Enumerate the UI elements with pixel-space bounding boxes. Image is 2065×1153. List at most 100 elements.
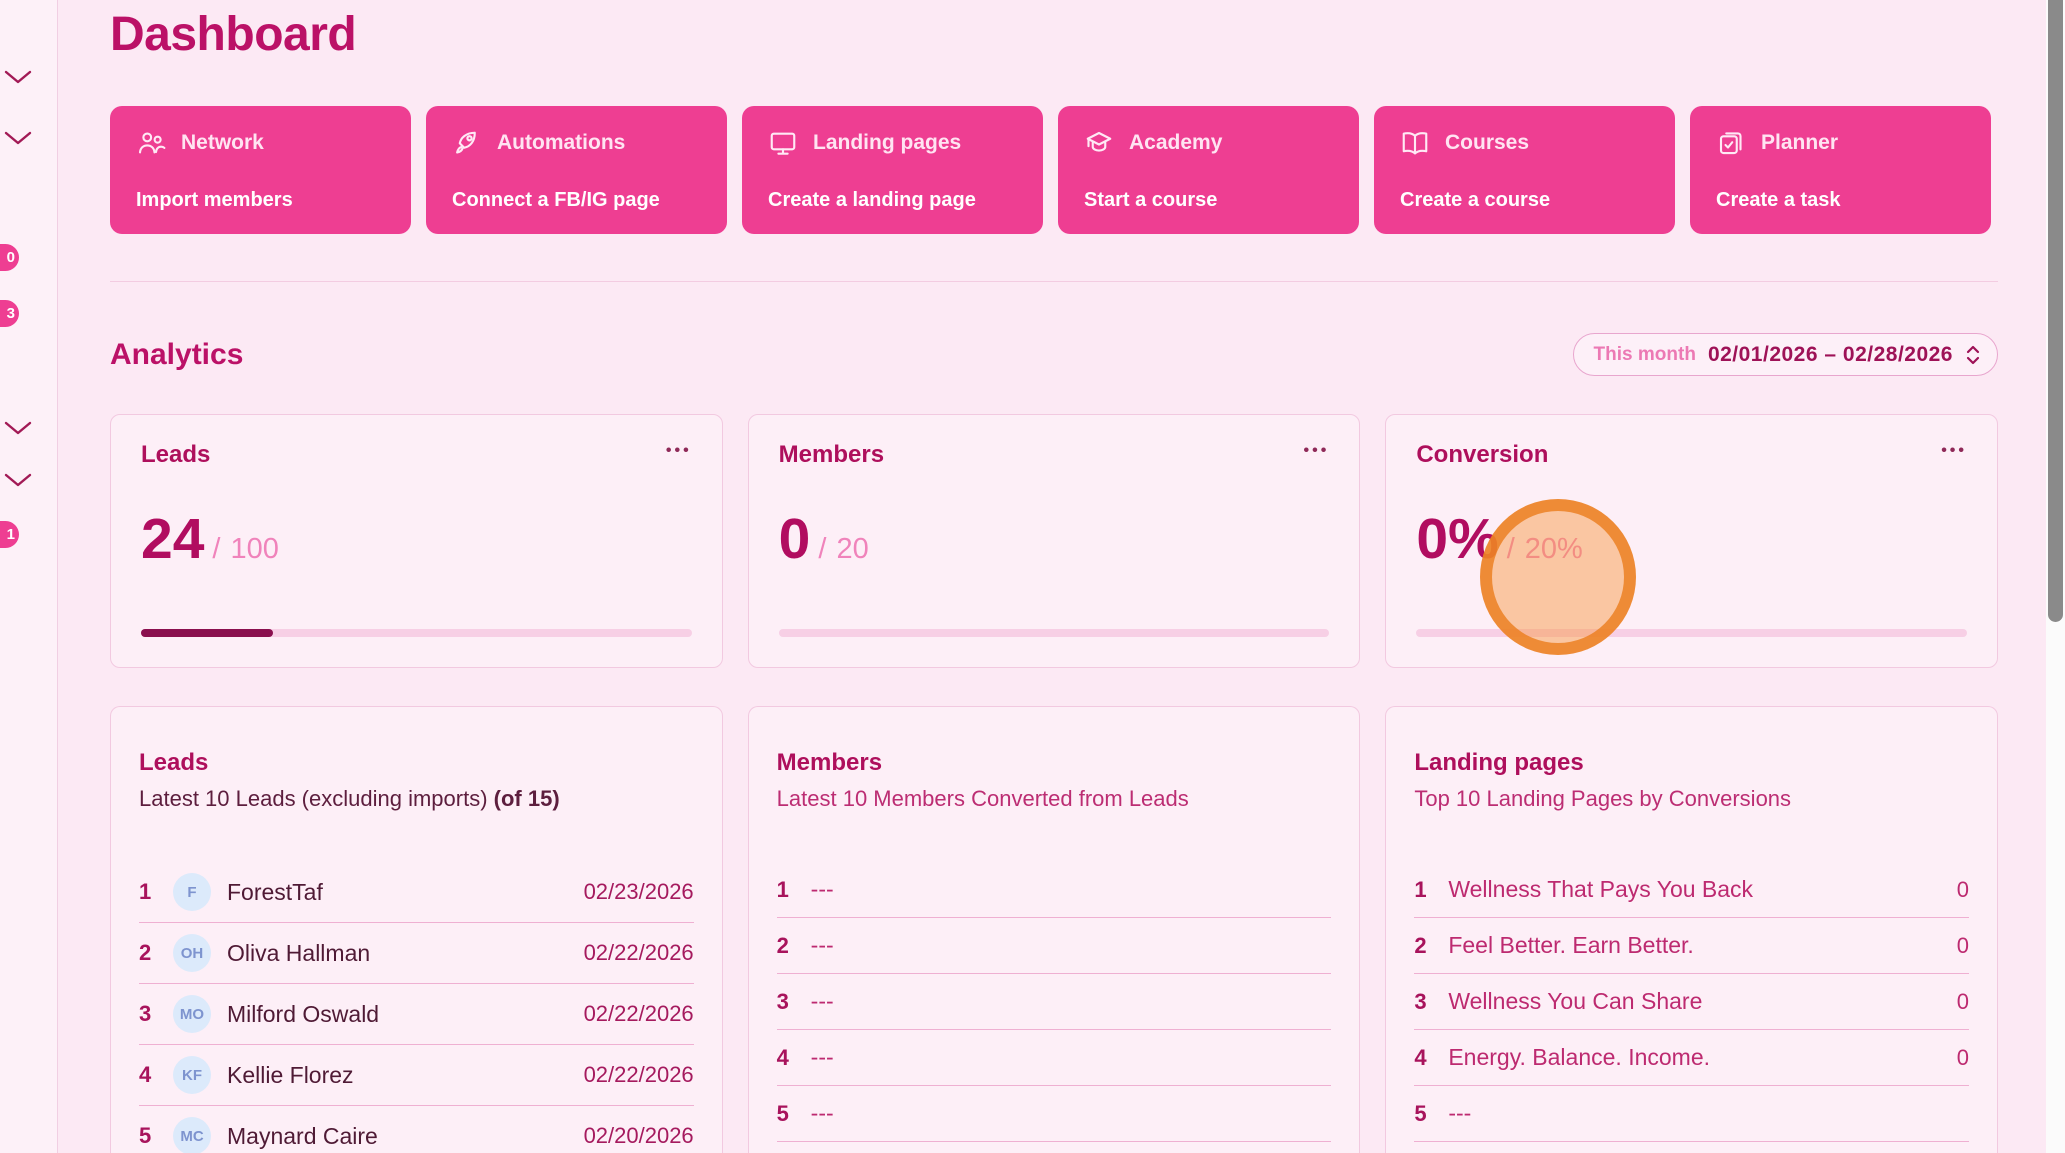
- leads-rows: 1 F ForestTaf 02/23/2026 2 OH Oliva Hall…: [139, 862, 694, 1153]
- chevron-down-icon[interactable]: [3, 420, 33, 436]
- member-name: ---: [810, 876, 834, 903]
- quick-action-card[interactable]: Landing pages Create a landing page: [742, 106, 1043, 235]
- quick-actions-row: Network Import members Automations Conne…: [110, 106, 1998, 235]
- period-selector[interactable]: This month 02/01/2026 – 02/28/2026: [1572, 333, 1998, 377]
- clipboard-check-icon: [1716, 128, 1746, 158]
- row-number: 3: [139, 1001, 152, 1027]
- card-title: Leads: [139, 749, 209, 777]
- updown-chevron-icon: [1965, 343, 1981, 367]
- landing-page-conversions: 0: [1956, 988, 1970, 1014]
- page-title: Dashboard: [110, 8, 357, 61]
- lead-date: 02/20/2026: [583, 1123, 694, 1149]
- lead-name: Kellie Florez: [227, 1061, 354, 1088]
- scrollbar-thumb[interactable]: [2048, 0, 2063, 622]
- ellipsis-menu-icon[interactable]: •••: [665, 442, 692, 460]
- row-number: 1: [139, 879, 152, 905]
- landing-page-conversions: 0: [1956, 1044, 1970, 1070]
- stat-separator: /: [212, 533, 221, 566]
- quick-action-card[interactable]: Planner Create a task: [1690, 106, 1991, 235]
- avatar: MC: [173, 1117, 211, 1153]
- graduation-cap-icon: [1084, 128, 1114, 158]
- quick-action-title-row: Planner: [1716, 128, 1965, 158]
- avatar: KF: [173, 1056, 211, 1095]
- scrollbar-track[interactable]: [2046, 0, 2065, 1153]
- stat-value: 0: [778, 507, 811, 572]
- member-name: ---: [810, 932, 834, 959]
- lead-name: Oliva Hallman: [227, 939, 371, 966]
- stat-title: Members: [778, 441, 885, 469]
- avatar: OH: [173, 934, 211, 973]
- stat-value: 0%: [1416, 507, 1499, 572]
- quick-action-title-row: Academy: [1084, 128, 1333, 158]
- lead-row[interactable]: 5 MC Maynard Caire 02/20/2026: [139, 1106, 694, 1153]
- landing-page-row[interactable]: 3 Wellness You Can Share 0: [1414, 974, 1970, 1031]
- quick-action-card[interactable]: Courses Create a course: [1374, 106, 1675, 235]
- lead-row[interactable]: 1 F ForestTaf 02/23/2026: [139, 862, 694, 924]
- lead-row[interactable]: 2 OH Oliva Hallman 02/22/2026: [139, 923, 694, 985]
- landing-page-row[interactable]: 2 Feel Better. Earn Better. 0: [1414, 918, 1970, 975]
- member-row[interactable]: 1 ---: [776, 862, 1332, 919]
- card-title: Landing pages: [1414, 749, 1584, 777]
- stat-target: 20%: [1524, 533, 1583, 566]
- quick-action-card[interactable]: Automations Connect a FB/IG page: [426, 106, 727, 235]
- quick-action-subtitle: Start a course: [1084, 189, 1218, 212]
- quick-action-card[interactable]: Network Import members: [110, 106, 411, 235]
- landing-page-name: Wellness You Can Share: [1448, 988, 1703, 1015]
- chevron-down-icon[interactable]: [3, 69, 33, 85]
- stats-row: Leads ••• 24 / 100 Members ••• 0 / 20 Co…: [110, 414, 1999, 669]
- row-number: 1: [1414, 876, 1427, 902]
- row-number: 2: [139, 940, 152, 966]
- member-row[interactable]: 2 ---: [776, 918, 1332, 975]
- lead-date: 02/22/2026: [583, 1062, 694, 1088]
- stat-card-head: Members •••: [779, 441, 1330, 469]
- quick-action-title-row: Automations: [452, 128, 701, 158]
- landing-page-row[interactable]: 4 Energy. Balance. Income. 0: [1414, 1030, 1970, 1087]
- lists-row: Leads Latest 10 Leads (excluding imports…: [110, 706, 1999, 1153]
- lead-row[interactable]: 3 MO Milford Oswald 02/22/2026: [139, 984, 694, 1046]
- member-row[interactable]: 4 ---: [776, 1030, 1332, 1087]
- landing-page-row[interactable]: 1 Wellness That Pays You Back 0: [1414, 862, 1970, 919]
- analytics-heading: Analytics: [110, 337, 244, 371]
- row-number: 1: [776, 876, 789, 902]
- collapsed-sidebar: 0 3 1: [0, 0, 58, 1153]
- avatar: F: [173, 873, 211, 912]
- rocket-icon: [452, 128, 482, 158]
- notification-badge: 1: [0, 521, 19, 548]
- landing-pages-rows: 1 Wellness That Pays You Back 0 2 Feel B…: [1414, 862, 1970, 1143]
- card-subtitle: Top 10 Landing Pages by Conversions: [1414, 786, 1792, 812]
- members-rows: 1 --- 2 --- 3 --- 4 --- 5 ---: [776, 862, 1332, 1143]
- landing-page-name: ---: [1448, 1100, 1472, 1127]
- ellipsis-menu-icon[interactable]: •••: [1941, 442, 1968, 460]
- stat-card-head: Conversion •••: [1416, 441, 1967, 469]
- stat-separator: /: [1506, 533, 1515, 566]
- landing-page-name: Energy. Balance. Income.: [1448, 1044, 1711, 1071]
- quick-action-subtitle: Connect a FB/IG page: [452, 189, 660, 212]
- quick-action-card[interactable]: Academy Start a course: [1058, 106, 1359, 235]
- ellipsis-menu-icon[interactable]: •••: [1303, 442, 1330, 460]
- progress-bar-fill: [141, 629, 274, 638]
- row-number: 5: [1414, 1100, 1427, 1126]
- landing-page-name: Wellness That Pays You Back: [1448, 876, 1754, 903]
- people-icon: [136, 128, 166, 158]
- row-number: 3: [776, 988, 789, 1014]
- quick-action-title: Courses: [1445, 131, 1530, 155]
- lead-row[interactable]: 4 KF Kellie Florez 02/22/2026: [139, 1045, 694, 1107]
- period-label: This month: [1593, 343, 1696, 365]
- row-number: 4: [139, 1062, 152, 1088]
- quick-action-title-row: Network: [136, 128, 385, 158]
- landing-page-row[interactable]: 5 ---: [1414, 1086, 1970, 1143]
- stat-title: Leads: [141, 441, 211, 469]
- landing-page-conversions: 0: [1956, 932, 1970, 958]
- member-name: ---: [810, 1044, 834, 1071]
- chevron-down-icon[interactable]: [3, 472, 33, 488]
- card-title: Members: [776, 749, 883, 777]
- quick-action-title-row: Landing pages: [768, 128, 1017, 158]
- quick-action-subtitle: Import members: [136, 189, 293, 212]
- member-row[interactable]: 3 ---: [776, 974, 1332, 1031]
- stat-target: 100: [230, 533, 279, 566]
- member-row[interactable]: 5 ---: [776, 1086, 1332, 1143]
- quick-action-title-row: Courses: [1400, 128, 1649, 158]
- stat-value-row: 0 / 20: [779, 511, 1330, 568]
- leads-list-card: Leads Latest 10 Leads (excluding imports…: [110, 706, 723, 1153]
- chevron-down-icon[interactable]: [3, 130, 33, 146]
